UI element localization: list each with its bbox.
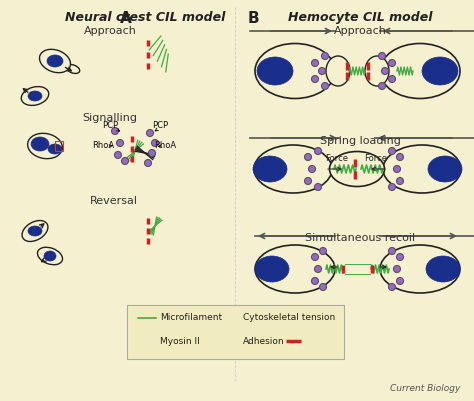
Circle shape xyxy=(145,160,152,166)
Circle shape xyxy=(389,59,395,67)
Ellipse shape xyxy=(39,49,71,73)
Circle shape xyxy=(396,253,403,261)
Text: Reversal: Reversal xyxy=(90,196,138,206)
Circle shape xyxy=(311,277,319,284)
Text: B: B xyxy=(248,11,260,26)
Ellipse shape xyxy=(21,87,49,105)
Circle shape xyxy=(396,277,403,284)
Ellipse shape xyxy=(253,156,287,182)
Text: Myosin II: Myosin II xyxy=(160,336,200,346)
Text: RhoA: RhoA xyxy=(154,142,176,150)
Circle shape xyxy=(389,184,395,190)
Ellipse shape xyxy=(47,55,63,67)
Text: PCP: PCP xyxy=(152,122,168,130)
Ellipse shape xyxy=(422,57,458,85)
Ellipse shape xyxy=(380,245,460,293)
Ellipse shape xyxy=(48,144,62,154)
Ellipse shape xyxy=(428,156,462,182)
Circle shape xyxy=(304,154,311,160)
Text: Current Biology: Current Biology xyxy=(390,384,460,393)
Text: Approach: Approach xyxy=(83,26,137,36)
Ellipse shape xyxy=(365,56,389,86)
Text: Simultaneous recoil: Simultaneous recoil xyxy=(305,233,415,243)
Ellipse shape xyxy=(27,133,63,159)
Circle shape xyxy=(393,265,401,273)
Text: Approach: Approach xyxy=(334,26,386,36)
Text: Cytoskeletal tension: Cytoskeletal tension xyxy=(243,314,335,322)
Circle shape xyxy=(311,59,319,67)
Text: Force: Force xyxy=(365,154,388,163)
Circle shape xyxy=(389,148,395,154)
Circle shape xyxy=(396,154,403,160)
Ellipse shape xyxy=(31,137,49,151)
Circle shape xyxy=(115,152,121,158)
Ellipse shape xyxy=(66,65,80,73)
Text: Hemocyte CIL model: Hemocyte CIL model xyxy=(288,11,432,24)
Circle shape xyxy=(321,83,328,89)
Ellipse shape xyxy=(44,251,56,261)
Text: Spring loading: Spring loading xyxy=(319,136,401,146)
Circle shape xyxy=(121,158,128,164)
Circle shape xyxy=(389,75,395,83)
Text: A: A xyxy=(120,11,132,26)
Ellipse shape xyxy=(254,145,332,193)
Ellipse shape xyxy=(380,43,460,99)
Circle shape xyxy=(389,284,395,290)
Text: Neural crest CIL model: Neural crest CIL model xyxy=(65,11,225,24)
Ellipse shape xyxy=(326,56,350,86)
Circle shape xyxy=(311,75,319,83)
Circle shape xyxy=(319,284,327,290)
Circle shape xyxy=(393,166,401,172)
Ellipse shape xyxy=(383,145,461,193)
Text: RhoA: RhoA xyxy=(92,142,114,150)
Ellipse shape xyxy=(255,256,289,282)
Circle shape xyxy=(319,247,327,255)
Circle shape xyxy=(319,67,326,75)
FancyBboxPatch shape xyxy=(127,305,344,359)
Circle shape xyxy=(111,128,118,134)
Ellipse shape xyxy=(426,256,460,282)
Circle shape xyxy=(379,83,385,89)
Circle shape xyxy=(138,338,146,344)
Circle shape xyxy=(117,140,124,146)
Text: Adhesion: Adhesion xyxy=(243,336,284,346)
Circle shape xyxy=(311,253,319,261)
Circle shape xyxy=(146,130,154,136)
Ellipse shape xyxy=(329,152,384,186)
Circle shape xyxy=(379,53,385,59)
Ellipse shape xyxy=(37,247,63,265)
Circle shape xyxy=(321,53,328,59)
Text: Signalling: Signalling xyxy=(82,113,137,123)
Text: Force: Force xyxy=(326,154,348,163)
Circle shape xyxy=(315,184,321,190)
Text: Microfilament: Microfilament xyxy=(160,314,222,322)
Circle shape xyxy=(315,265,321,273)
Text: PCP: PCP xyxy=(102,122,118,130)
Circle shape xyxy=(309,166,316,172)
Circle shape xyxy=(148,338,155,344)
Circle shape xyxy=(396,178,403,184)
Circle shape xyxy=(148,150,155,156)
Ellipse shape xyxy=(257,57,293,85)
Ellipse shape xyxy=(22,221,48,241)
Circle shape xyxy=(304,178,311,184)
Circle shape xyxy=(382,67,389,75)
Circle shape xyxy=(152,140,158,146)
Bar xyxy=(55,141,63,151)
Ellipse shape xyxy=(255,245,335,293)
Circle shape xyxy=(315,148,321,154)
Ellipse shape xyxy=(28,226,42,236)
Ellipse shape xyxy=(255,43,335,99)
Ellipse shape xyxy=(28,91,42,101)
Circle shape xyxy=(389,247,395,255)
